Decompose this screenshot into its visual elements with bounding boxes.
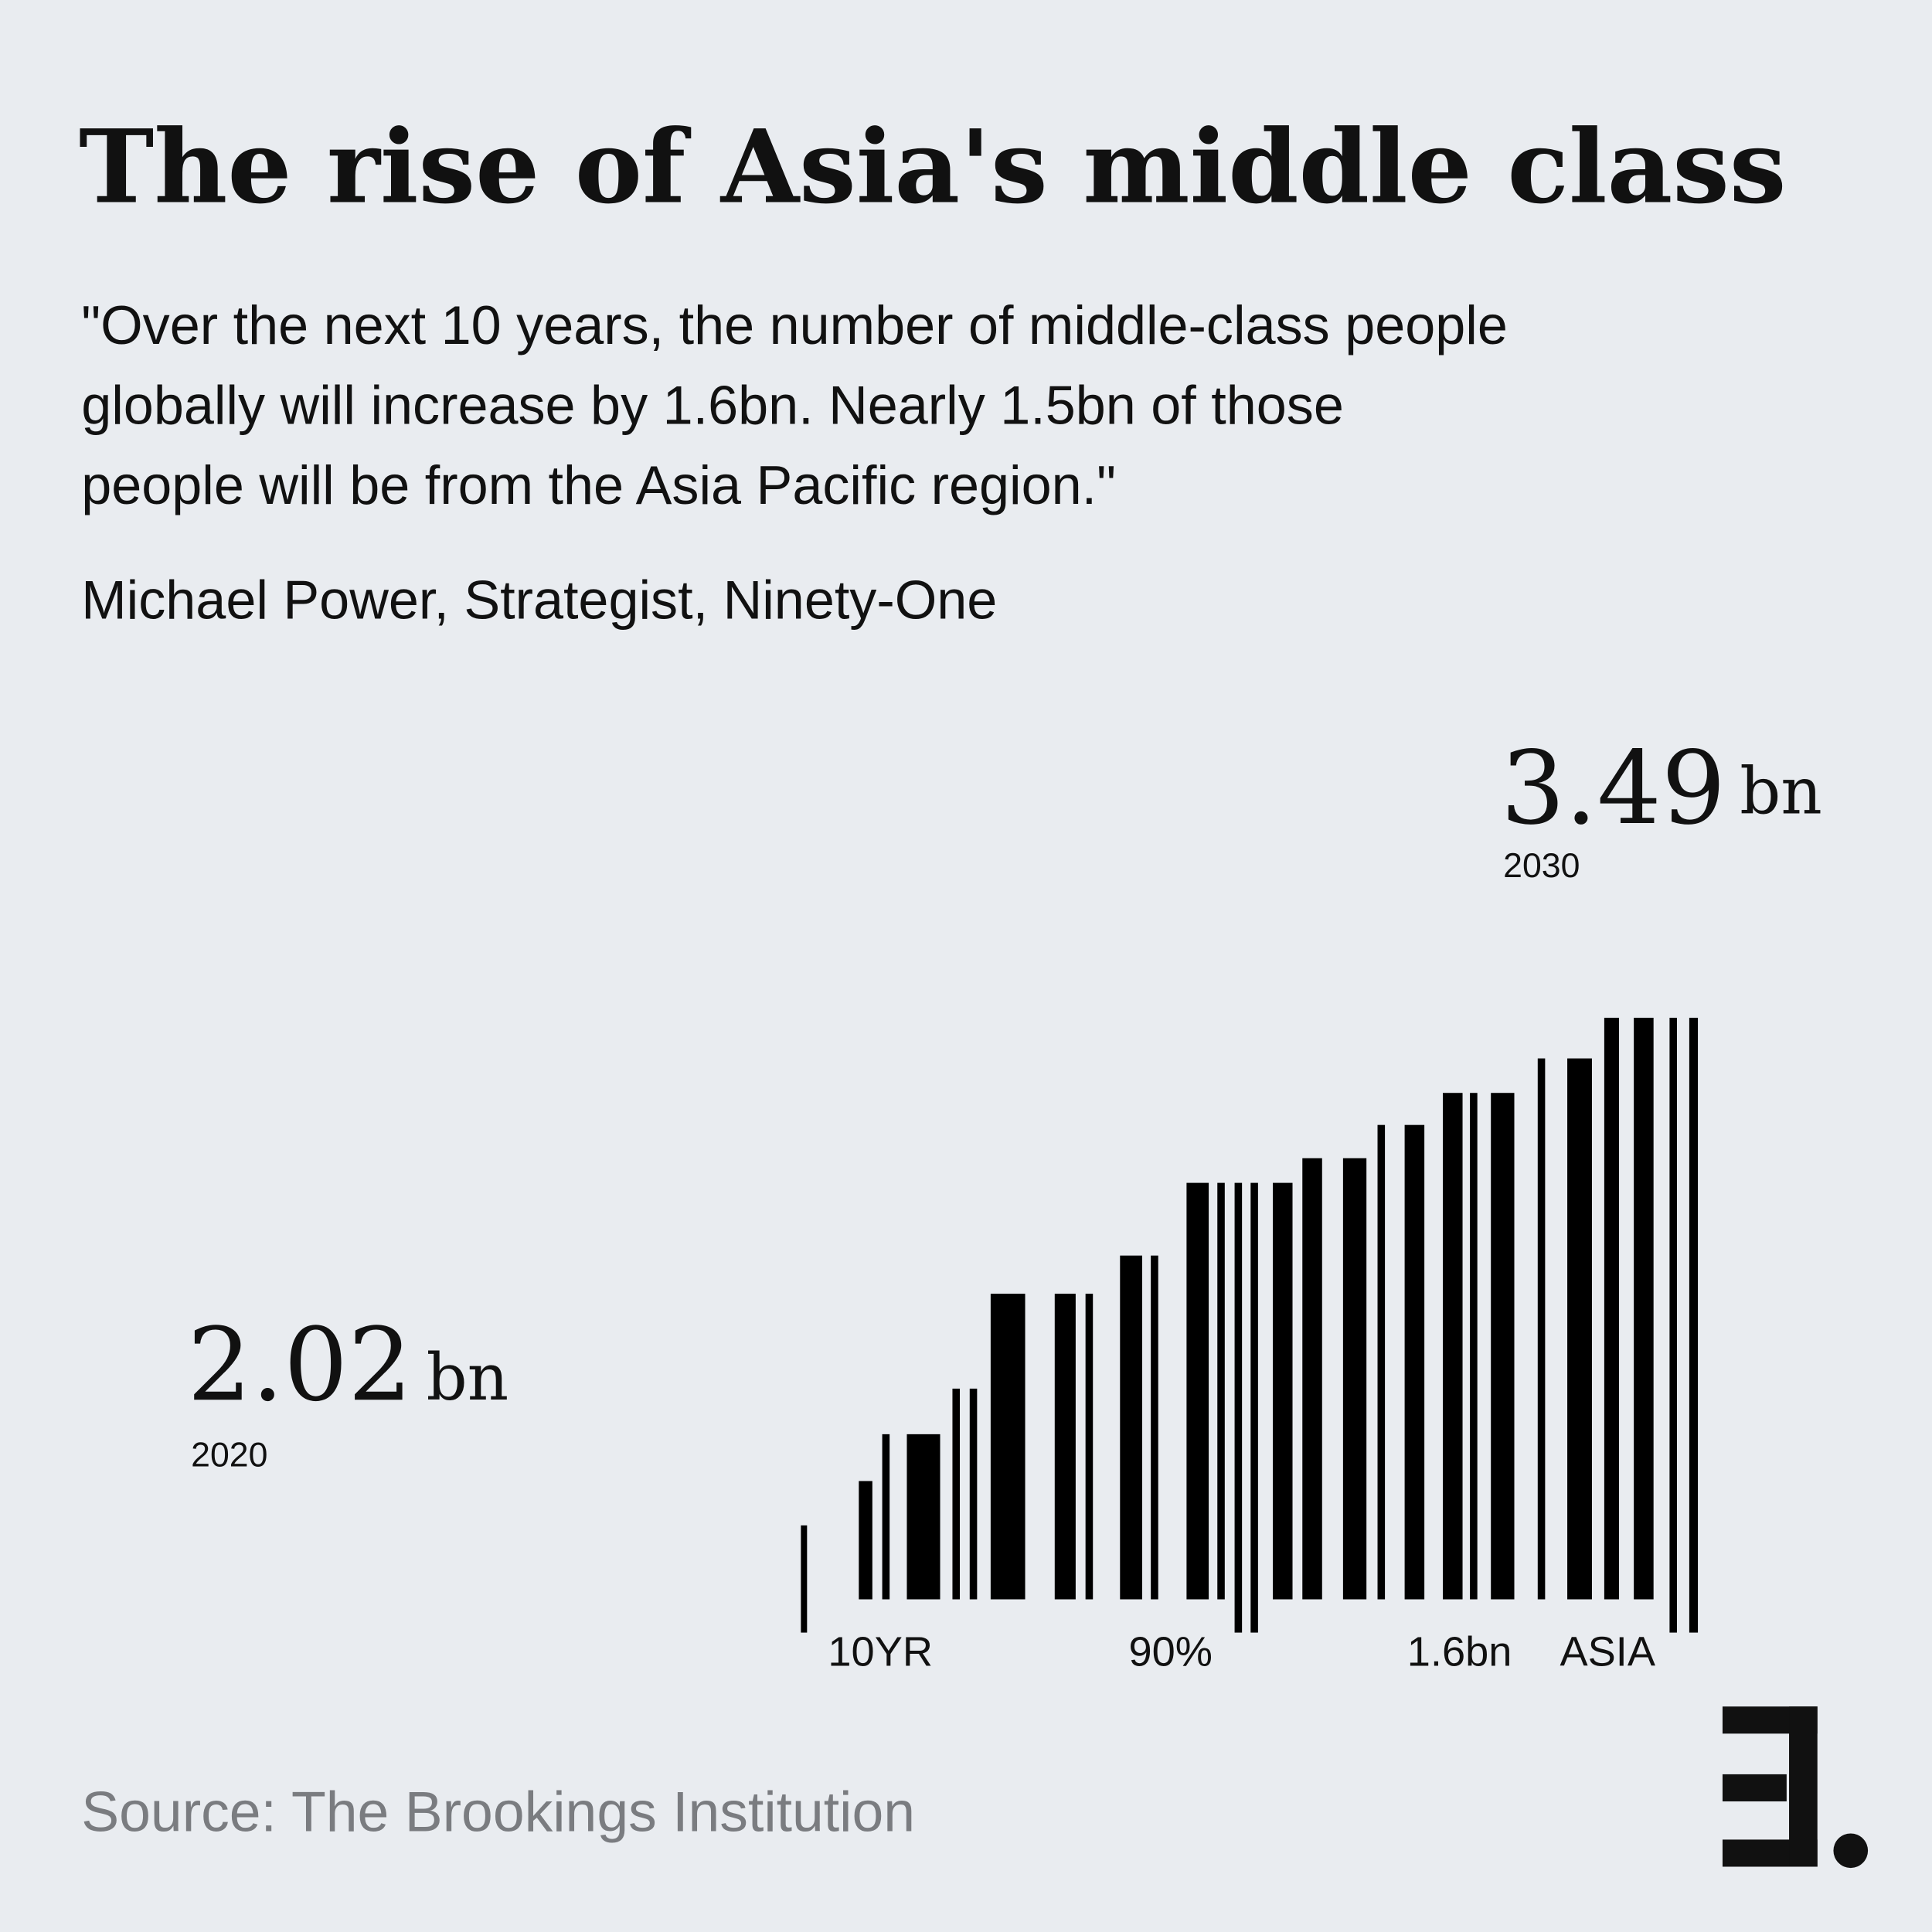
barcode-bar	[1537, 1058, 1546, 1600]
figure-unit: bn	[427, 1340, 509, 1415]
barcode-bar	[1151, 1255, 1158, 1600]
barcode	[801, 1017, 1699, 1633]
barcode-bar	[801, 1525, 808, 1633]
figure-number: 2.02	[187, 1306, 412, 1423]
barcode-bar	[1273, 1182, 1293, 1600]
barcode-bar	[1217, 1182, 1225, 1600]
barcode-bar	[1234, 1182, 1243, 1633]
barcode-bar	[859, 1481, 872, 1600]
barcode-bar	[1689, 1017, 1699, 1633]
barcode-bar	[1085, 1294, 1094, 1600]
barcode-bar	[1302, 1158, 1322, 1600]
barcode-bar	[952, 1388, 961, 1600]
barcode-bar	[906, 1434, 940, 1600]
barcode-label: 10YR	[828, 1629, 933, 1675]
barcode-bar	[969, 1388, 978, 1600]
figure-number: 3.49	[1501, 730, 1726, 847]
barcode-label: 1.6bn	[1407, 1629, 1512, 1675]
logo-part	[1722, 1774, 1787, 1801]
barcode-bar	[1250, 1182, 1258, 1633]
barcode-bar	[1120, 1255, 1142, 1600]
barcode-bar	[1342, 1158, 1367, 1600]
quote-line: people will be from the Asia Pacific reg…	[81, 454, 1116, 515]
source: Source: The Brookings Institution	[81, 1780, 915, 1843]
barcode-bar	[882, 1434, 890, 1600]
figure-unit: bn	[1740, 753, 1821, 828]
quote-line: globally will increase by 1.6bn. Nearly …	[81, 374, 1344, 435]
barcode-bar	[1567, 1058, 1592, 1600]
logo	[1722, 1706, 1869, 1869]
barcode-bar	[1054, 1294, 1076, 1600]
barcode-bar	[1669, 1017, 1677, 1633]
logo-dot	[1833, 1833, 1869, 1869]
barcode-bar	[1604, 1017, 1620, 1600]
barcode-bar	[1443, 1093, 1463, 1600]
logo-part	[1789, 1706, 1818, 1867]
barcode-label: 90%	[1128, 1629, 1212, 1675]
barcode-bar	[1404, 1124, 1425, 1600]
attribution: Michael Power, Strategist, Ninety-One	[81, 569, 997, 630]
title: The rise of Asia's middle class	[79, 107, 1786, 226]
figure-year: 2020	[191, 1436, 267, 1474]
figure-year: 2030	[1503, 847, 1580, 885]
barcode-bar	[1491, 1093, 1515, 1600]
barcode-bar	[1470, 1093, 1478, 1600]
barcode-bar	[990, 1294, 1026, 1600]
barcode-bar	[1186, 1182, 1209, 1600]
barcode-label: ASIA	[1560, 1629, 1655, 1675]
barcode-bar	[1377, 1124, 1386, 1600]
quote-line: "Over the next 10 years, the number of m…	[81, 294, 1508, 355]
barcode-bar	[1634, 1017, 1654, 1600]
